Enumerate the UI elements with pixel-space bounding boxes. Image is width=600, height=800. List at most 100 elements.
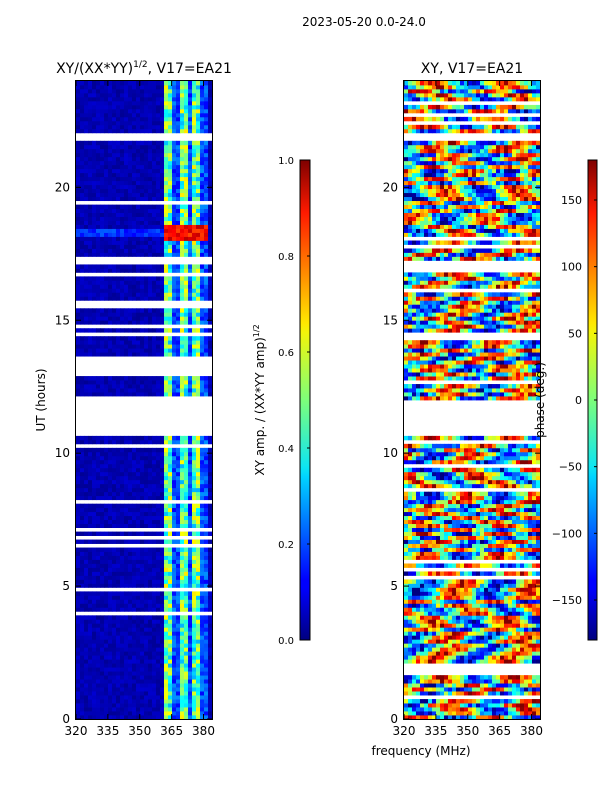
heatmap-cell [164, 707, 169, 712]
heatmap-cell [120, 691, 125, 696]
heatmap-cell [204, 128, 209, 134]
heatmap-cell [144, 435, 149, 441]
heatmap-cell [152, 252, 157, 257]
heatmap-cell [100, 483, 105, 489]
heatmap-cell [192, 81, 197, 86]
heatmap-cell [164, 316, 169, 321]
heatmap-cell [132, 168, 137, 174]
heatmap-cell [116, 643, 121, 648]
heatmap-cell [196, 252, 201, 257]
heatmap-cell [444, 691, 449, 696]
heatmap-cell [100, 555, 105, 560]
heatmap-cell [208, 316, 213, 321]
heatmap-cell [128, 679, 133, 684]
heatmap-cell [148, 108, 153, 114]
heatmap-cell [124, 264, 129, 269]
heatmap-cell [208, 515, 213, 521]
heatmap-cell [140, 164, 145, 170]
heatmap-cell [140, 308, 145, 313]
heatmap-cell [88, 81, 93, 86]
heatmap-cell [488, 691, 493, 696]
heatmap-cell [200, 204, 205, 209]
heatmap-cell [416, 679, 421, 684]
heatmap-cell [148, 471, 153, 477]
heatmap-cell [144, 120, 149, 126]
heatmap-cell [80, 336, 85, 341]
heatmap-cell [120, 268, 125, 273]
heatmap-cell [168, 703, 173, 708]
heatmap-cell [492, 715, 497, 720]
heatmap-cell [188, 248, 193, 253]
heatmap-cell [196, 156, 201, 162]
heatmap-cell [492, 683, 497, 688]
heatmap-cell [108, 567, 113, 572]
heatmap-cell [96, 216, 101, 221]
heatmap-cell [180, 316, 185, 321]
heatmap-cell [116, 388, 121, 393]
heatmap-cell [140, 292, 145, 297]
heatmap-cell [112, 575, 117, 580]
heatmap-cell [184, 268, 189, 273]
heatmap-cell [196, 619, 201, 624]
heatmap-cell [96, 92, 101, 98]
heatmap-cell [160, 224, 165, 229]
heatmap-cell [404, 687, 409, 692]
heatmap-cell [84, 184, 89, 190]
heatmap-cell [84, 352, 89, 357]
heatmap-cell [104, 703, 109, 708]
heatmap-cell [108, 615, 113, 620]
heatmap-cell [176, 252, 181, 257]
heatmap-cell [188, 112, 193, 118]
heatmap-cell [144, 308, 149, 313]
heatmap-cell [196, 711, 201, 716]
heatmap-cell [152, 695, 157, 700]
heatmap-cell [172, 388, 177, 393]
heatmap-cell [204, 455, 209, 461]
heatmap-cell [144, 659, 149, 664]
heatmap-cell [96, 651, 101, 656]
heatmap-cell [204, 599, 209, 604]
heatmap-cell [196, 88, 201, 94]
heatmap-cell [100, 184, 105, 190]
heatmap-cell [96, 583, 101, 588]
heatmap-cell [172, 180, 177, 186]
heatmap-cell [184, 188, 189, 194]
heatmap-cell [160, 515, 165, 521]
heatmap-cell [116, 659, 121, 664]
heatmap-cell [164, 392, 169, 397]
heatmap-cell [448, 715, 453, 720]
heatmap-cell [160, 607, 165, 612]
heatmap-cell [192, 471, 197, 477]
heatmap-cell [76, 595, 81, 600]
heatmap-cell [144, 671, 149, 676]
heatmap-cell [204, 380, 209, 385]
heatmap-cell [208, 320, 213, 325]
heatmap-cell [128, 312, 133, 317]
heatmap-cell [144, 152, 149, 158]
heatmap-cell [136, 308, 141, 313]
heatmap-cell [140, 184, 145, 190]
heatmap-cell [132, 284, 137, 289]
heatmap-cell [116, 595, 121, 600]
heatmap-cell [192, 523, 197, 528]
heatmap-cell [112, 507, 117, 513]
heatmap-cell [192, 192, 197, 198]
heatmap-cell [160, 663, 165, 668]
heatmap-cell [160, 124, 165, 130]
heatmap-cell [96, 539, 101, 544]
heatmap-cell [484, 707, 489, 712]
heatmap-cell [132, 703, 137, 708]
heatmap-cell [144, 655, 149, 660]
heatmap-cell [152, 519, 157, 525]
heatmap-cell [128, 184, 133, 190]
heatmap-cell [152, 96, 157, 102]
heatmap-cell [112, 208, 117, 213]
heatmap-cell [124, 316, 129, 321]
heatmap-cell [164, 447, 169, 453]
heatmap-cell [116, 515, 121, 521]
heatmap-cell [208, 691, 213, 696]
heatmap-cell [108, 711, 113, 716]
heatmap-cell [200, 439, 205, 445]
heatmap-cell [196, 507, 201, 513]
heatmap-cell [168, 619, 173, 624]
